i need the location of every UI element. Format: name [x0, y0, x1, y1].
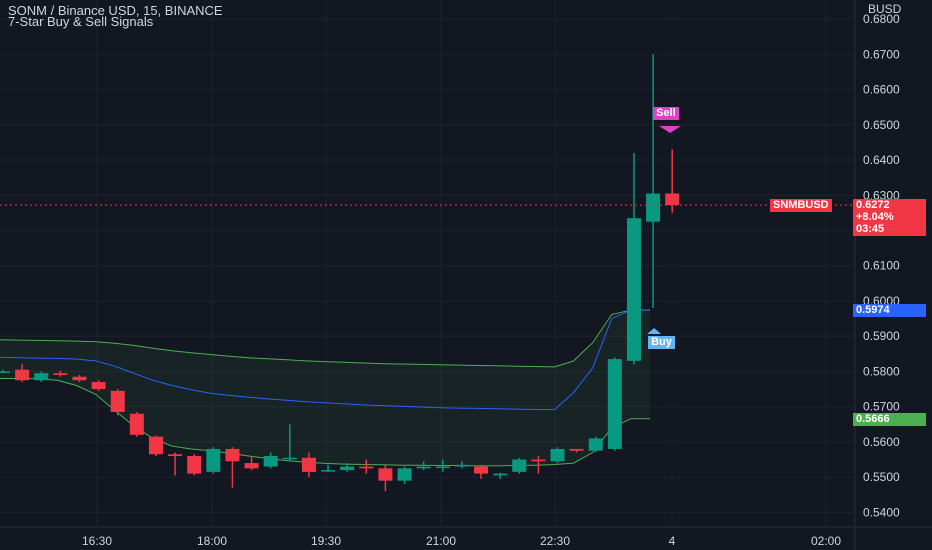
time-axis: 16:30 18:00 19:30 21:00 22:30 4 02:00 — [0, 526, 932, 548]
candle-body — [321, 470, 336, 472]
candle-body — [0, 371, 10, 373]
candle-body — [340, 466, 355, 471]
candle-body — [72, 376, 87, 381]
sell-signal-label: Sell — [653, 107, 679, 120]
x-tick-label: 16:30 — [82, 534, 112, 548]
candle-body — [569, 448, 584, 451]
candle-body — [168, 454, 183, 457]
upper-band-tag: 0.5974 — [853, 304, 926, 318]
y-tick-label: 0.6300 — [863, 188, 900, 202]
y-tick-label: 0.6800 — [863, 12, 900, 26]
x-tick-label: 22:30 — [540, 534, 570, 548]
candle-body — [626, 218, 641, 361]
y-tick-label: 0.5400 — [863, 505, 900, 519]
y-tick-label: 0.5600 — [863, 435, 900, 449]
overlay-line — [0, 378, 651, 467]
candle-body — [301, 457, 316, 472]
candle-body — [512, 459, 527, 472]
x-tick-label: 02:00 — [811, 534, 841, 548]
candle-body — [646, 193, 661, 222]
band-fill — [0, 310, 651, 466]
y-tick-label: 0.5500 — [863, 470, 900, 484]
candle-body — [206, 448, 221, 472]
indicator-name[interactable]: 7-Star Buy & Sell Signals — [8, 14, 154, 29]
candle-body — [263, 456, 278, 467]
candle-body — [550, 448, 565, 462]
candle-body — [34, 373, 49, 381]
candle-body — [359, 466, 374, 469]
overlay-line — [0, 309, 651, 368]
overlay-line — [0, 309, 651, 410]
candle-body — [416, 466, 431, 469]
x-tick-label: 4 — [669, 534, 676, 548]
candlesticks — [0, 54, 680, 492]
last-price-value-tag: 0.6272 — [853, 199, 926, 213]
candle-body — [148, 436, 163, 455]
candle-body — [282, 457, 297, 460]
candle-body — [129, 413, 144, 435]
candle-body — [531, 459, 546, 462]
y-tick-label: 0.6700 — [863, 47, 900, 61]
candle-body — [91, 382, 106, 390]
y-tick-label: 0.6500 — [863, 118, 900, 132]
candle-body — [435, 466, 450, 469]
lower-band-tag: 0.5666 — [853, 412, 926, 426]
candle-body — [588, 438, 603, 451]
x-tick-label: 19:30 — [311, 534, 341, 548]
y-tick-label: 0.6100 — [863, 259, 900, 273]
candle-body — [110, 390, 125, 412]
y-tick-label: 0.5800 — [863, 364, 900, 378]
candle-body — [474, 466, 488, 474]
bar-countdown: 03:45 — [853, 223, 926, 237]
buy-signal-label: Buy — [648, 336, 675, 349]
candle-body — [607, 359, 622, 449]
candle-body — [187, 456, 202, 474]
signal-markers — [647, 126, 682, 334]
y-tick-label: 0.6600 — [863, 83, 900, 97]
chart-grid — [0, 0, 855, 527]
candle-body — [244, 463, 259, 469]
y-tick-label: 0.5900 — [863, 329, 900, 343]
last-price-symbol-tag: SNMBUSD — [770, 199, 832, 213]
candle-body — [225, 448, 240, 462]
candle-body — [454, 464, 469, 467]
y-tick-label: 0.5700 — [863, 400, 900, 414]
price-axis: 0.68000.67000.66000.65000.64000.63000.62… — [854, 0, 900, 550]
x-tick-label: 18:00 — [197, 534, 227, 548]
band-area — [0, 310, 651, 466]
candle-body — [378, 468, 393, 481]
x-tick-label: 21:00 — [426, 534, 456, 548]
buy-arrow — [647, 328, 662, 334]
currency-label[interactable]: BUSD — [868, 2, 902, 16]
indicator-lines — [0, 309, 651, 467]
candle-body — [53, 373, 68, 375]
candle-body — [493, 473, 508, 476]
sell-arrow — [659, 126, 682, 133]
symbol-title[interactable]: SONM / Binance USD, 15, BINANCE — [8, 3, 223, 18]
last-price-change: +8.04% — [853, 211, 926, 225]
candle-body — [15, 369, 30, 381]
y-tick-label: 0.6400 — [863, 153, 900, 167]
candle-body — [397, 468, 412, 481]
candle-body — [665, 193, 680, 206]
